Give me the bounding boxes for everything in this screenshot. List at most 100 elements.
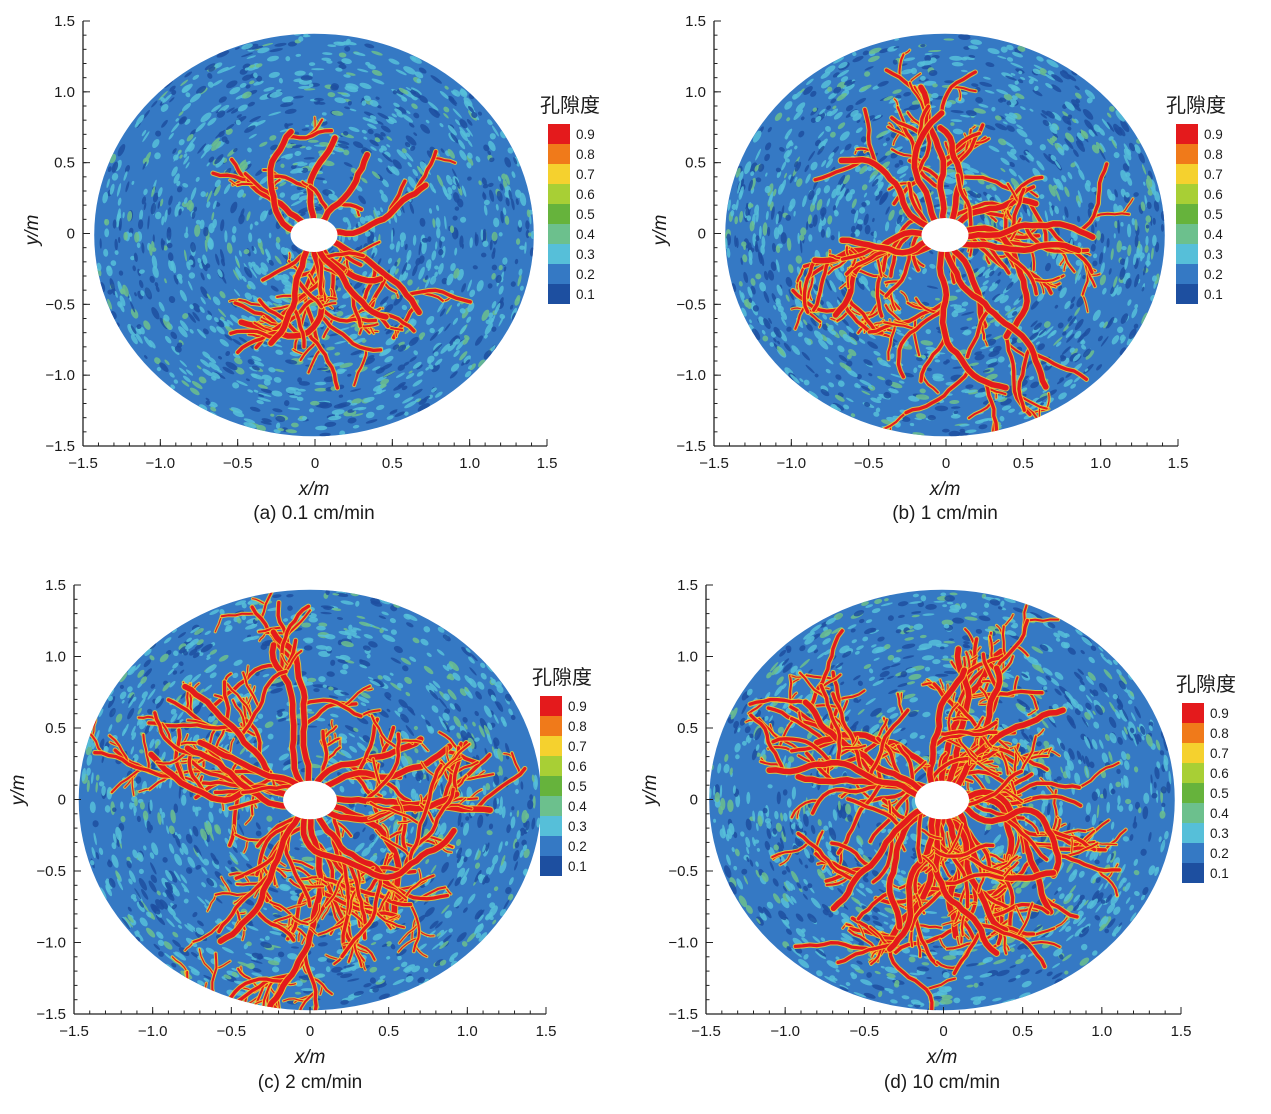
wellbore — [921, 218, 969, 252]
colorbar-swatch — [540, 756, 562, 776]
colorbar-swatch — [548, 144, 570, 164]
colorbar-label: 0.6 — [1210, 766, 1229, 781]
colorbar-swatch — [1182, 783, 1204, 803]
colorbar: 孔隙度 0.9 0.8 0.7 0.6 0.5 0.4 0.3 0.2 0.1 — [540, 94, 600, 304]
wormhole-0 — [307, 135, 338, 226]
y-tick-label: −1.5 — [668, 1006, 698, 1023]
wormhole-11 — [300, 810, 457, 881]
colorbar-swatch — [548, 124, 570, 144]
y-tick-label: −1.5 — [36, 1006, 66, 1023]
colorbar-label: 0.8 — [568, 719, 587, 734]
colorbar-label: 0.9 — [568, 699, 587, 714]
x-tick-label: 0 — [311, 455, 319, 472]
colorbar-label: 0.1 — [568, 859, 587, 874]
wormhole-1 — [911, 110, 945, 228]
wellbore — [914, 780, 970, 820]
y-tick-label: 0 — [698, 226, 706, 243]
colorbar-label: 0.3 — [1204, 247, 1223, 262]
colorbar-swatch — [1182, 703, 1204, 723]
colorbar-swatch — [540, 856, 562, 876]
wormhole-11 — [953, 800, 1062, 878]
wormhole-8 — [268, 243, 311, 346]
y-tick-label: −1.0 — [36, 935, 66, 952]
y-tick-label: 1.0 — [685, 84, 706, 101]
colorbar-label: 0.9 — [1204, 127, 1223, 142]
colorbar-swatch — [1182, 863, 1204, 883]
y-tick-label: −0.5 — [676, 296, 706, 313]
y-tick-label: 0 — [67, 226, 75, 243]
y-tick-label: 0.5 — [677, 720, 698, 737]
colorbar-title: 孔隙度 — [540, 94, 600, 117]
colorbar-swatch — [540, 816, 562, 836]
colorbar-label: 0.7 — [576, 167, 595, 182]
wormhole-11 — [937, 244, 1009, 391]
colorbar-swatch — [548, 164, 570, 184]
colorbar-label: 0.5 — [1204, 207, 1223, 222]
wormhole-2 — [937, 125, 964, 227]
wormhole-5 — [322, 236, 422, 316]
wormhole-8 — [766, 760, 931, 803]
wormhole-4 — [838, 156, 937, 232]
x-tick-label: −0.5 — [223, 455, 253, 472]
panel-caption: (c) 2 cm/min — [258, 1072, 363, 1093]
colorbar-label: 0.2 — [1210, 846, 1229, 861]
colorbar-swatch — [1182, 723, 1204, 743]
y-tick-label: −0.5 — [45, 296, 75, 313]
y-tick-label: 0.5 — [685, 155, 706, 172]
colorbar-label: 0.5 — [576, 207, 595, 222]
colorbar-swatch — [540, 836, 562, 856]
y-tick-label: −1.0 — [45, 367, 75, 384]
x-tick-label: 1.5 — [536, 1023, 557, 1040]
colorbar: 孔隙度 0.9 0.8 0.7 0.6 0.5 0.4 0.3 0.2 0.1 — [532, 666, 592, 876]
y-tick-label: −1.5 — [45, 438, 75, 455]
panel-caption: (a) 0.1 cm/min — [253, 503, 374, 524]
y-axis-title: y/m — [650, 215, 671, 248]
colorbar-swatch — [1182, 743, 1204, 763]
y-tick-label: 1.0 — [45, 649, 66, 666]
colorbar-label: 0.4 — [1204, 227, 1223, 242]
wormhole-16 — [933, 811, 1000, 956]
x-tick-label: 1.5 — [537, 455, 558, 472]
wormhole-1 — [317, 151, 370, 227]
colorbar-label: 0.9 — [1210, 706, 1229, 721]
colorbar-label: 0.6 — [1204, 187, 1223, 202]
y-tick-label: 0 — [690, 792, 698, 809]
wormhole-9 — [948, 242, 988, 329]
colorbar-swatch — [1182, 803, 1204, 823]
x-tick-label: 1.0 — [459, 455, 480, 472]
colorbar-label: 0.6 — [568, 759, 587, 774]
colorbar-label: 0.4 — [1210, 806, 1229, 821]
colorbar-label: 0.8 — [1210, 726, 1229, 741]
x-tick-label: 0 — [942, 455, 950, 472]
y-tick-label: 0.5 — [45, 720, 66, 737]
wormhole-4 — [323, 182, 429, 237]
wormhole-1 — [269, 642, 308, 790]
wormhole-18 — [886, 806, 934, 930]
colorbar-swatch — [540, 716, 562, 736]
panel-b: −1.5 −1.0 −0.5 0 0.5 1.0 1.5 1.5 1.0 0.5 0 −0.5 −1.0… — [650, 13, 1226, 524]
colorbar-swatch — [548, 284, 570, 304]
x-tick-label: 0.5 — [1013, 455, 1034, 472]
wormhole-7 — [954, 221, 1096, 241]
colorbar-label: 0.3 — [1210, 826, 1229, 841]
y-tick-label: 1.5 — [677, 577, 698, 594]
y-tick-label: 0.5 — [54, 155, 75, 172]
colorbar-title: 孔隙度 — [1176, 673, 1236, 696]
y-tick-label: −1.0 — [676, 367, 706, 384]
colorbar-swatch — [1176, 244, 1198, 264]
wormhole-8 — [952, 239, 1082, 254]
panel-d: −1.5 −1.0 −0.5 0 0.5 1.0 1.5 1.5 1.0 0.5 0 −0.5 −1.0… — [640, 577, 1236, 1093]
x-tick-label: 1.0 — [1090, 455, 1111, 472]
wormhole-9 — [314, 809, 408, 903]
wormhole-network — [79, 589, 528, 1011]
wormhole-7 — [802, 699, 932, 799]
colorbar-swatch — [1176, 284, 1198, 304]
colorbar-label: 0.1 — [1204, 287, 1223, 302]
wormhole-14 — [197, 739, 304, 792]
colorbar-label: 0.1 — [576, 287, 595, 302]
x-tick-label: −0.5 — [850, 1023, 880, 1040]
colorbar-swatch — [1176, 184, 1198, 204]
colorbar-swatch — [1182, 823, 1204, 843]
x-axis-title: x/m — [294, 1047, 326, 1068]
